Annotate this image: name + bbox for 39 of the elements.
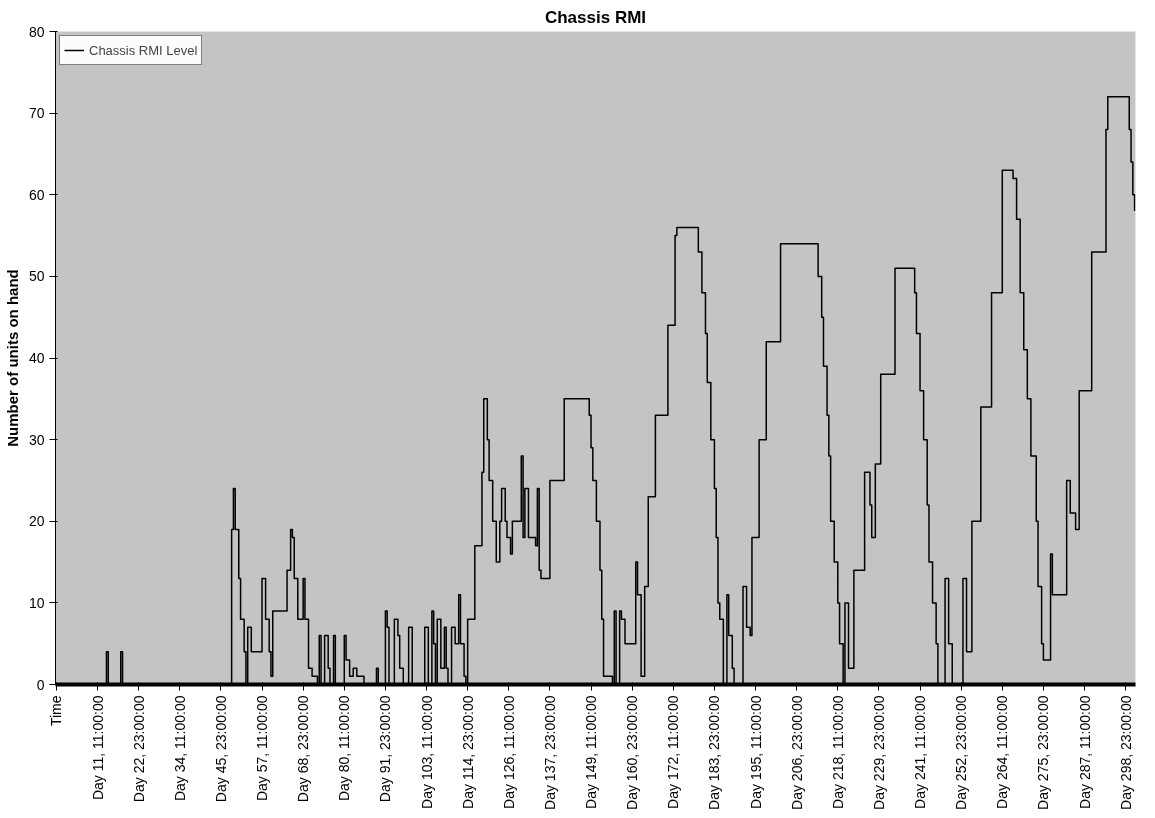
x-tick-label: Day 45, 23:00:00 xyxy=(212,695,229,803)
x-tick-label: Time xyxy=(48,695,65,727)
x-tick-label: Day 275, 23:00:00 xyxy=(1035,695,1052,810)
x-tick-label: Day 160, 23:00:00 xyxy=(624,695,641,810)
x-tick-label: Day 80, 11:00:00 xyxy=(336,695,353,802)
x-tick-label: Day 68, 23:00:00 xyxy=(295,695,312,803)
y-tick-label: 10 xyxy=(28,594,45,611)
legend-label: Chassis RMI Level xyxy=(89,42,198,58)
x-tick-label: Day 183, 23:00:00 xyxy=(706,695,723,810)
x-tick-label: Day 126, 11:00:00 xyxy=(500,695,517,809)
y-tick-label: 20 xyxy=(28,513,45,530)
x-tick-label: Day 252, 23:00:00 xyxy=(953,695,970,810)
chart-title: Chassis RMI xyxy=(544,7,647,27)
y-tick-label: 50 xyxy=(28,268,45,285)
x-tick-label: Day 114, 23:00:00 xyxy=(459,695,476,809)
y-tick-label: 60 xyxy=(28,186,45,203)
x-tick-label: Day 57, 11:00:00 xyxy=(254,695,271,802)
x-tick-label: Day 229, 23:00:00 xyxy=(870,695,887,810)
y-tick-label: 40 xyxy=(28,350,45,366)
x-tick-label: Day 103, 11:00:00 xyxy=(418,695,435,809)
x-tick-label: Day 264, 11:00:00 xyxy=(994,695,1011,809)
x-tick-label: Day 11, 11:00:00 xyxy=(89,695,106,801)
x-tick-label: Day 172, 11:00:00 xyxy=(665,695,682,809)
x-tick-label: Day 218, 11:00:00 xyxy=(829,695,846,809)
x-tick-label: Day 91, 23:00:00 xyxy=(377,695,394,803)
x-tick-label: Day 287, 11:00:00 xyxy=(1076,695,1093,809)
y-tick-label: 0 xyxy=(36,676,45,693)
x-tick-label: Day 149, 11:00:00 xyxy=(583,695,600,809)
y-axis-title: Number of units on hand xyxy=(3,269,21,447)
y-tick-label: 70 xyxy=(28,105,45,122)
x-tick-label: Day 298, 23:00:00 xyxy=(1117,695,1134,810)
y-tick-label: 80 xyxy=(28,23,45,40)
x-tick-label: Day 241, 11:00:00 xyxy=(912,695,929,809)
y-tick-label: 30 xyxy=(28,431,45,448)
x-tick-label: Day 206, 23:00:00 xyxy=(788,695,805,810)
x-tick-label: Day 22, 23:00:00 xyxy=(130,695,147,803)
x-tick-label: Day 195, 11:00:00 xyxy=(747,695,764,809)
x-tick-label: Day 137, 23:00:00 xyxy=(541,695,558,810)
x-tick-label: Day 34, 11:00:00 xyxy=(171,695,188,802)
